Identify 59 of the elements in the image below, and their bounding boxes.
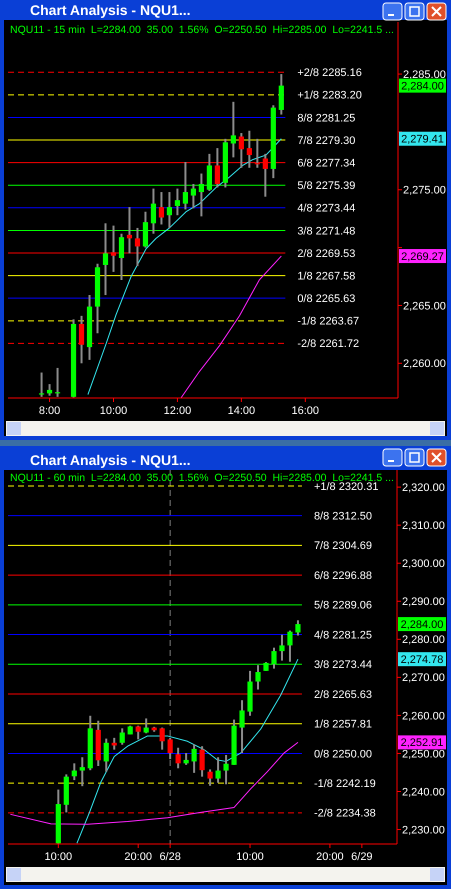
ref-line-label: -2/8 2261.72	[297, 338, 360, 350]
ref-line-label: 0/8 2265.63	[297, 293, 356, 306]
ref-line-label: +2/8 2285.16	[297, 67, 362, 80]
ref-line-label: 5/8 2289.06	[314, 600, 372, 612]
ref-line-label: 4/8 2281.25	[314, 629, 372, 642]
y-tick-label: 2,260.00	[403, 358, 446, 370]
ref-line-label: -1/8 2242.19	[314, 778, 376, 790]
chart-subtitle: NQU11 - 15 min L=2284.00 35.00 1.56% O=2250.50 Hi=2285.00 Lo=2241.5 ...	[10, 24, 394, 36]
x-tick-label: 20:00	[124, 851, 152, 863]
ref-line-label: 7/8 2279.30	[297, 134, 356, 147]
ref-line-label: 0/8 2250.00	[314, 748, 372, 760]
chart-title: Chart Analysis - NQU1...	[30, 452, 191, 468]
y-tick-label: 2,270.00	[402, 672, 445, 684]
text: 2,284.00	[400, 618, 444, 631]
y-tick-label: 2,275.00	[403, 184, 446, 197]
ref-line-label: +1/8 2320.31	[314, 480, 378, 493]
ref-line-label: 2/8 2269.53	[297, 248, 356, 260]
x-tick-label: 8:00	[38, 405, 60, 417]
ref-line-label: 6/8 2296.88	[314, 570, 372, 582]
text: 2,279.41	[401, 134, 444, 146]
ref-line-label: -1/8 2263.67	[297, 316, 360, 328]
x-tick-label: 10:00	[100, 405, 128, 417]
text: 2,252.91	[400, 737, 444, 750]
text: 2,284.00	[401, 80, 444, 92]
ref-line-label: 1/8 2267.58	[297, 270, 356, 282]
x-tick-label: 12:00	[164, 405, 192, 417]
x-tick-label: 20:00	[316, 851, 344, 863]
ref-line-label: 2/8 2265.63	[314, 688, 372, 701]
y-tick-label: 2,290.00	[402, 596, 445, 608]
x-tick-label: 10:00	[236, 851, 264, 863]
y-tick-label: 2,265.00	[403, 300, 446, 312]
y-tick-label: 2,320.00	[402, 482, 445, 494]
x-tick-label: 6/28	[159, 851, 181, 863]
ref-line-label: -2/8 2234.38	[314, 808, 376, 820]
y-tick-label: 2,260.00	[402, 710, 445, 722]
y-tick-label: 2,280.00	[402, 634, 445, 646]
ref-line-label: 8/8 2312.50	[314, 510, 372, 523]
text: 2,269.27	[401, 250, 444, 263]
ref-line-label: 7/8 2304.69	[314, 540, 372, 552]
chart-title: Chart Analysis - NQU1...	[30, 2, 191, 18]
x-tick-label: 6/29	[351, 851, 373, 863]
ref-line-label: 3/8 2273.44	[314, 659, 372, 672]
y-tick-label: 2,230.00	[402, 824, 445, 836]
ref-line-label: 5/8 2275.39	[297, 180, 356, 192]
ref-line-label: 4/8 2273.44	[297, 202, 356, 215]
x-tick-label: 10:00	[44, 851, 72, 863]
ref-line-label: +1/8 2283.20	[297, 90, 362, 102]
x-tick-label: 14:00	[228, 405, 256, 417]
ref-line-label: 1/8 2257.81	[314, 718, 372, 731]
y-tick-label: 2,285.00	[403, 68, 446, 81]
y-tick-label: 2,240.00	[402, 786, 445, 798]
ref-line-label: 3/8 2271.48	[297, 225, 356, 238]
y-tick-label: 2,300.00	[402, 558, 445, 570]
y-tick-label: 2,250.00	[402, 748, 445, 760]
y-tick-label: 2,310.00	[402, 520, 445, 532]
x-tick-label: 16:00	[292, 405, 320, 417]
ref-line-label: 6/8 2277.34	[297, 158, 356, 170]
ref-line-label: 8/8 2281.25	[297, 112, 356, 124]
text: 2,274.78	[400, 654, 444, 666]
